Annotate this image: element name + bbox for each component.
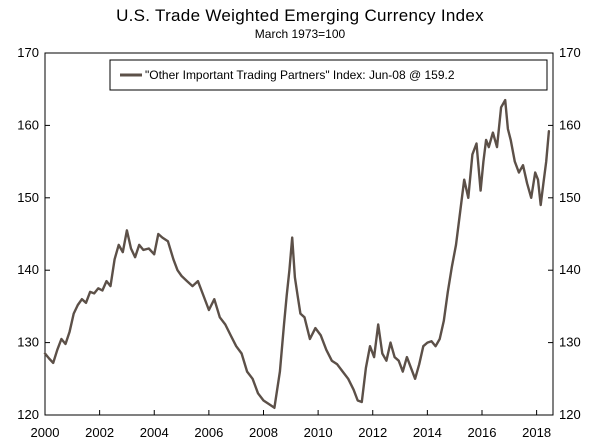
series-line-0 [43, 98, 551, 409]
x-tick-label-2006: 2006 [194, 425, 223, 440]
y-tick-label-right-140: 140 [559, 262, 581, 277]
y-tick-label-right-150: 150 [559, 190, 581, 205]
y-tick-label-left-120: 120 [17, 407, 39, 422]
y-tick-label-left-160: 160 [17, 117, 39, 132]
y-tick-label-right-160: 160 [559, 117, 581, 132]
y-tick-label-right-170: 170 [559, 45, 581, 60]
legend-label: "Other Important Trading Partners" Index… [145, 68, 455, 82]
legend: "Other Important Trading Partners" Index… [109, 59, 548, 91]
y-tick-label-right-120: 120 [559, 407, 581, 422]
y-axis-right: 120 130 140 150 160 170 [548, 45, 581, 422]
y-tick-label-left-170: 170 [17, 45, 39, 60]
y-tick-label-left-140: 140 [17, 262, 39, 277]
x-tick-label-2008: 2008 [249, 425, 278, 440]
x-tick-label-2000: 2000 [31, 425, 60, 440]
x-tick-label-2010: 2010 [304, 425, 333, 440]
x-tick-label-2002: 2002 [85, 425, 114, 440]
x-tick-label-2012: 2012 [358, 425, 387, 440]
x-tick-label-2018: 2018 [522, 425, 551, 440]
x-tick-label-2016: 2016 [468, 425, 497, 440]
y-tick-label-right-130: 130 [559, 335, 581, 350]
y-axis-left: 120 130 140 150 160 170 [17, 45, 50, 422]
x-axis: 2000 2002 2004 2006 2008 2010 2012 2014 2016 2018 [31, 410, 551, 440]
plot-frame [44, 52, 554, 416]
x-tick-label-2004: 2004 [140, 425, 169, 440]
chart-title: U.S. Trade Weighted Emerging Currency In… [116, 6, 484, 25]
y-tick-label-left-130: 130 [17, 335, 39, 350]
series-layer [43, 98, 551, 409]
y-tick-label-left-150: 150 [17, 190, 39, 205]
x-tick-label-2014: 2014 [413, 425, 442, 440]
legend-box [109, 59, 548, 91]
chart-subtitle: March 1973=100 [255, 27, 346, 41]
